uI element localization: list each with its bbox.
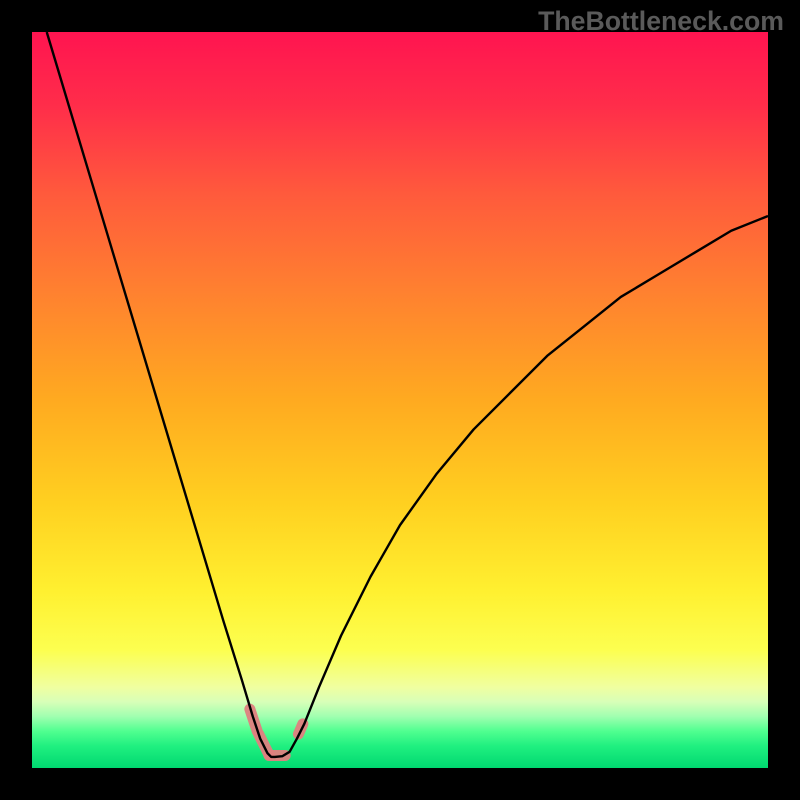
bottleneck-curve-chart bbox=[0, 0, 800, 800]
watermark-text: TheBottleneck.com bbox=[538, 6, 784, 37]
chart-frame: TheBottleneck.com bbox=[0, 0, 800, 800]
